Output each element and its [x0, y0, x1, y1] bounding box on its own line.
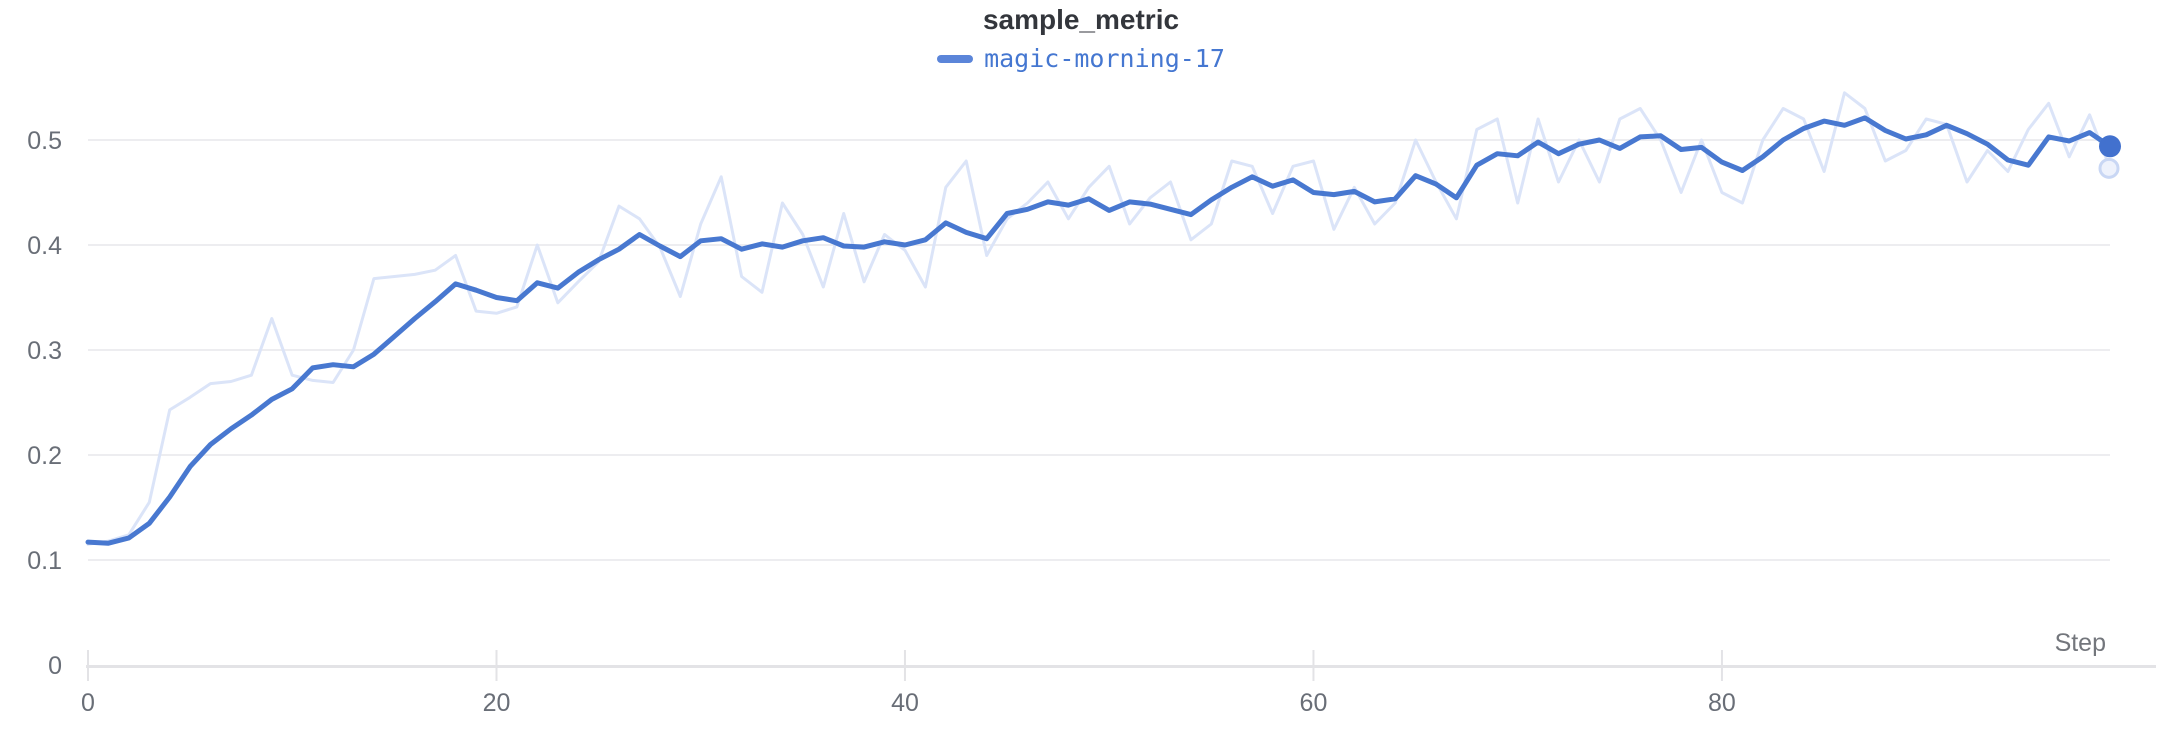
chart-title: sample_metric	[982, 4, 1180, 35]
legend-line-swatch-icon	[937, 54, 974, 63]
y-tick-label: 0.1	[27, 547, 62, 575]
y-tick-label: 0.3	[27, 337, 62, 365]
x-axis-title: Step	[2054, 629, 2106, 657]
x-tick-label: 40	[891, 689, 919, 717]
y-tick-label: 0.5	[27, 127, 62, 155]
x-tick-label: 20	[483, 689, 511, 717]
legend[interactable]: magic-morning-17	[0, 44, 2162, 73]
x-tick-label: 60	[1300, 689, 1328, 717]
smoothed-end-marker[interactable]	[2099, 135, 2121, 158]
raw-end-marker[interactable]	[2098, 157, 2120, 179]
y-tick-label: 0.2	[27, 442, 62, 470]
x-tick-label: 0	[81, 689, 95, 717]
y-tick-label: 0	[48, 652, 62, 680]
legend-run-name[interactable]: magic-morning-17	[984, 44, 1225, 73]
smoothed-series-line[interactable]	[85, 115, 2113, 546]
y-tick-label: 0.4	[27, 232, 62, 260]
x-tick-label: 80	[1708, 689, 1736, 717]
raw-series-line[interactable]	[86, 91, 2112, 546]
